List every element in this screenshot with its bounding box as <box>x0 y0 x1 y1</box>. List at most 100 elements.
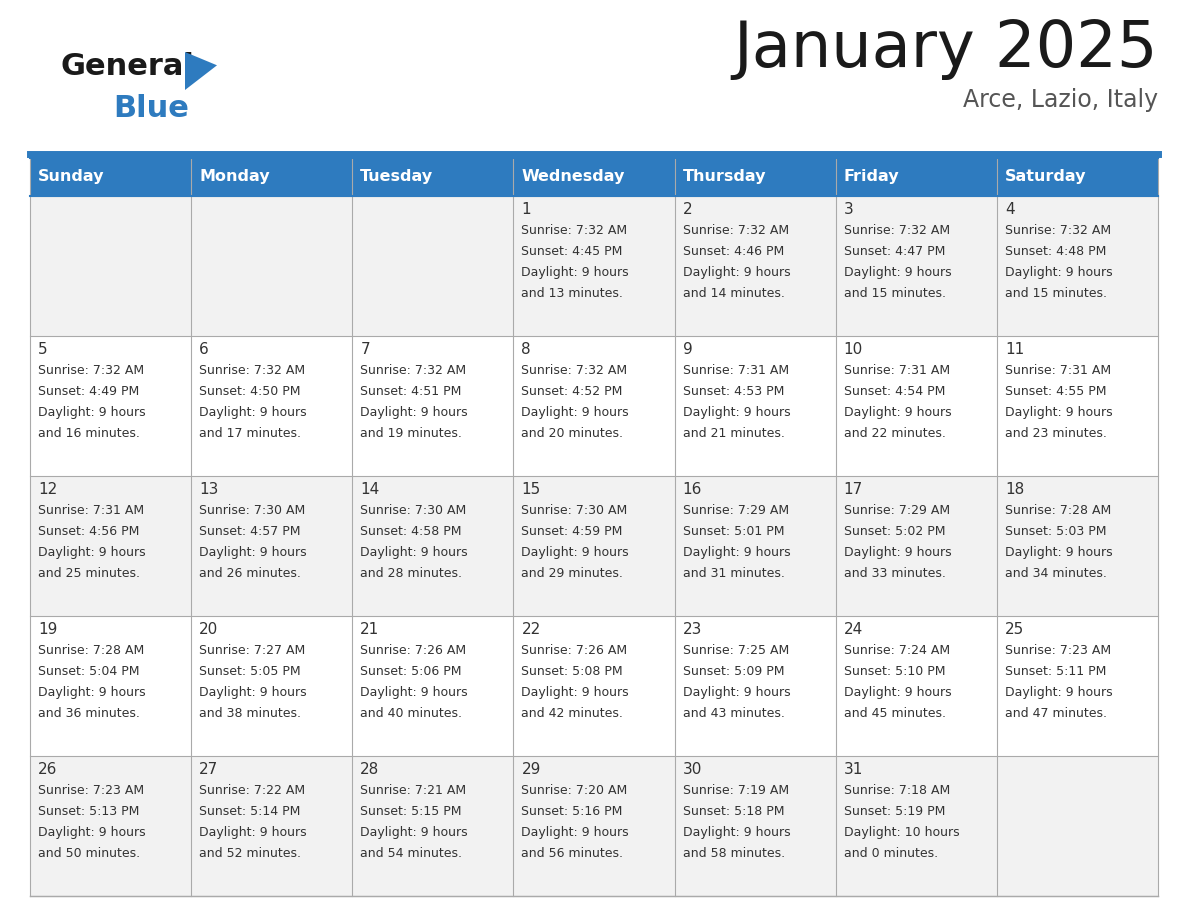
Text: Daylight: 9 hours: Daylight: 9 hours <box>683 266 790 279</box>
Text: 22: 22 <box>522 622 541 637</box>
Text: and 28 minutes.: and 28 minutes. <box>360 567 462 580</box>
Text: Sunset: 4:51 PM: Sunset: 4:51 PM <box>360 385 462 398</box>
Text: Sunrise: 7:20 AM: Sunrise: 7:20 AM <box>522 784 627 797</box>
Text: January 2025: January 2025 <box>733 18 1158 80</box>
Text: Sunrise: 7:28 AM: Sunrise: 7:28 AM <box>1005 504 1111 517</box>
Text: Thursday: Thursday <box>683 170 766 185</box>
Text: 18: 18 <box>1005 482 1024 497</box>
Text: and 36 minutes.: and 36 minutes. <box>38 707 140 720</box>
Text: 13: 13 <box>200 482 219 497</box>
Text: Sunrise: 7:28 AM: Sunrise: 7:28 AM <box>38 644 144 657</box>
Text: 28: 28 <box>360 762 379 777</box>
Bar <box>675 616 835 756</box>
Text: and 22 minutes.: and 22 minutes. <box>843 427 946 440</box>
Bar <box>191 616 353 756</box>
Text: Daylight: 9 hours: Daylight: 9 hours <box>1005 406 1112 419</box>
Text: Daylight: 9 hours: Daylight: 9 hours <box>843 406 952 419</box>
Text: Sunrise: 7:23 AM: Sunrise: 7:23 AM <box>1005 644 1111 657</box>
Text: Sunrise: 7:31 AM: Sunrise: 7:31 AM <box>843 364 950 377</box>
Text: and 45 minutes.: and 45 minutes. <box>843 707 946 720</box>
Bar <box>513 158 675 196</box>
Text: Daylight: 9 hours: Daylight: 9 hours <box>683 686 790 699</box>
Text: 3: 3 <box>843 202 853 217</box>
Bar <box>30 158 191 196</box>
Text: and 58 minutes.: and 58 minutes. <box>683 847 785 860</box>
Text: 7: 7 <box>360 342 369 357</box>
Bar <box>997 336 1158 476</box>
Text: Arce, Lazio, Italy: Arce, Lazio, Italy <box>963 88 1158 112</box>
Bar <box>997 756 1158 896</box>
Text: Sunset: 5:16 PM: Sunset: 5:16 PM <box>522 805 623 818</box>
Text: and 33 minutes.: and 33 minutes. <box>843 567 946 580</box>
Text: 19: 19 <box>38 622 57 637</box>
Bar <box>835 158 997 196</box>
Text: 26: 26 <box>38 762 57 777</box>
Bar <box>997 196 1158 336</box>
Text: Monday: Monday <box>200 170 270 185</box>
Text: 10: 10 <box>843 342 862 357</box>
Text: Daylight: 9 hours: Daylight: 9 hours <box>522 546 630 559</box>
Bar <box>835 756 997 896</box>
Text: 23: 23 <box>683 622 702 637</box>
Text: Daylight: 9 hours: Daylight: 9 hours <box>200 826 307 839</box>
Text: Sunset: 5:10 PM: Sunset: 5:10 PM <box>843 665 946 678</box>
Text: Blue: Blue <box>113 94 189 123</box>
Text: and 13 minutes.: and 13 minutes. <box>522 287 624 300</box>
Text: Sunrise: 7:32 AM: Sunrise: 7:32 AM <box>522 224 627 237</box>
Bar <box>191 756 353 896</box>
Text: 16: 16 <box>683 482 702 497</box>
Text: Sunrise: 7:32 AM: Sunrise: 7:32 AM <box>38 364 144 377</box>
Text: Daylight: 9 hours: Daylight: 9 hours <box>1005 266 1112 279</box>
Bar <box>997 158 1158 196</box>
Text: Sunrise: 7:32 AM: Sunrise: 7:32 AM <box>1005 224 1111 237</box>
Text: Sunset: 5:05 PM: Sunset: 5:05 PM <box>200 665 301 678</box>
Text: 25: 25 <box>1005 622 1024 637</box>
Bar <box>191 196 353 336</box>
Text: and 43 minutes.: and 43 minutes. <box>683 707 784 720</box>
Text: 1: 1 <box>522 202 531 217</box>
Bar <box>835 616 997 756</box>
Bar <box>675 336 835 476</box>
Text: 6: 6 <box>200 342 209 357</box>
Text: and 20 minutes.: and 20 minutes. <box>522 427 624 440</box>
Text: Daylight: 9 hours: Daylight: 9 hours <box>843 266 952 279</box>
Text: Sunset: 4:58 PM: Sunset: 4:58 PM <box>360 525 462 538</box>
Text: and 15 minutes.: and 15 minutes. <box>843 287 946 300</box>
Text: 30: 30 <box>683 762 702 777</box>
Text: Daylight: 9 hours: Daylight: 9 hours <box>1005 686 1112 699</box>
Bar <box>30 616 191 756</box>
Text: Sunset: 5:09 PM: Sunset: 5:09 PM <box>683 665 784 678</box>
Bar <box>191 158 353 196</box>
Bar <box>513 616 675 756</box>
Bar <box>353 336 513 476</box>
Text: Sunrise: 7:30 AM: Sunrise: 7:30 AM <box>360 504 467 517</box>
Text: and 0 minutes.: and 0 minutes. <box>843 847 937 860</box>
Text: and 31 minutes.: and 31 minutes. <box>683 567 784 580</box>
Bar <box>997 616 1158 756</box>
Text: and 21 minutes.: and 21 minutes. <box>683 427 784 440</box>
Text: and 26 minutes.: and 26 minutes. <box>200 567 301 580</box>
Text: 11: 11 <box>1005 342 1024 357</box>
Bar <box>513 476 675 616</box>
Text: Sunday: Sunday <box>38 170 105 185</box>
Text: and 17 minutes.: and 17 minutes. <box>200 427 301 440</box>
Text: Daylight: 10 hours: Daylight: 10 hours <box>843 826 960 839</box>
Bar <box>30 196 191 336</box>
Text: 5: 5 <box>38 342 48 357</box>
Text: Sunset: 5:08 PM: Sunset: 5:08 PM <box>522 665 623 678</box>
Text: 15: 15 <box>522 482 541 497</box>
Text: Daylight: 9 hours: Daylight: 9 hours <box>522 266 630 279</box>
Text: Sunrise: 7:32 AM: Sunrise: 7:32 AM <box>360 364 467 377</box>
Bar <box>30 336 191 476</box>
Text: Sunrise: 7:26 AM: Sunrise: 7:26 AM <box>360 644 467 657</box>
Text: Sunrise: 7:30 AM: Sunrise: 7:30 AM <box>522 504 627 517</box>
Text: Saturday: Saturday <box>1005 170 1086 185</box>
Text: Sunset: 4:56 PM: Sunset: 4:56 PM <box>38 525 139 538</box>
Bar <box>513 196 675 336</box>
Text: 17: 17 <box>843 482 862 497</box>
Text: 21: 21 <box>360 622 379 637</box>
Text: Daylight: 9 hours: Daylight: 9 hours <box>200 406 307 419</box>
Text: Daylight: 9 hours: Daylight: 9 hours <box>38 546 146 559</box>
Text: 31: 31 <box>843 762 864 777</box>
Text: and 25 minutes.: and 25 minutes. <box>38 567 140 580</box>
